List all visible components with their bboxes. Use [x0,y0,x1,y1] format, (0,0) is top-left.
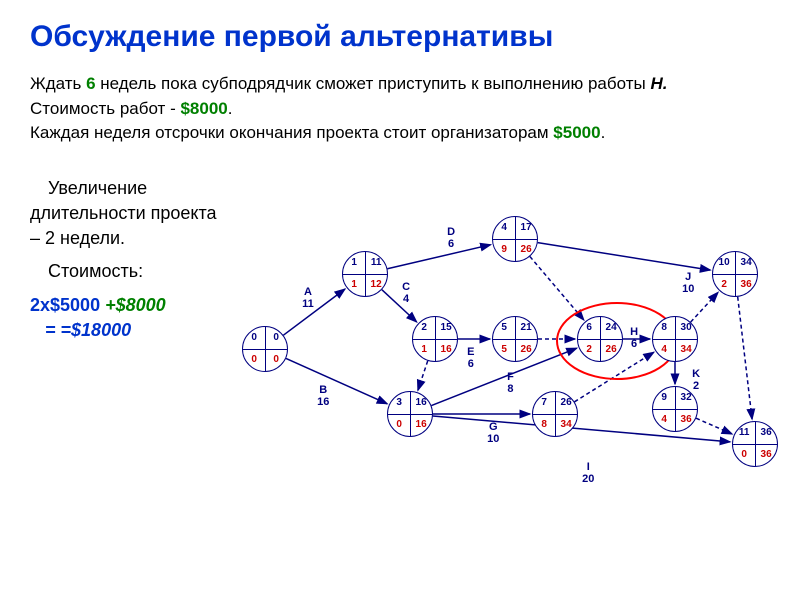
t: 6 [86,74,95,93]
edge-label-E: E6 [467,346,474,370]
node-n5: 521526 [492,316,538,362]
edge-label-I: I20 [582,461,594,485]
duration-note: Увеличение длительности проекта – 2 неде… [30,176,222,252]
node-n0: 0000 [242,326,288,372]
network-diagram: 0000 111112 215116 316016 417926 521526 624226… [232,176,770,486]
t: . [601,123,606,142]
node-n6: 624226 [577,316,623,362]
node-n2: 215116 [412,316,458,362]
intro-text: Ждать 6 недель пока субподрядчик сможет … [30,72,770,146]
edge-label-B: B16 [317,384,329,408]
t: 2x$5000 [30,295,105,315]
t: = =$18000 [45,320,131,340]
cost-calc: 2x$5000 +$8000 = =$18000 [30,293,222,343]
t: $5000 [553,123,600,142]
edge-label-K: K2 [692,368,700,392]
edge-label-J: J10 [682,271,694,295]
page-title: Обсуждение первой альтернативы [30,20,770,54]
node-n8: 830434 [652,316,698,362]
node-n11: 1136036 [732,421,778,467]
left-panel: Увеличение длительности проекта – 2 неде… [30,176,222,486]
t: H. [650,74,667,93]
node-n7: 726834 [532,391,578,437]
edge-label-H: H6 [630,326,638,350]
t: +$8000 [105,295,166,315]
edge-label-D: D6 [447,226,455,250]
t: $8000 [180,99,227,118]
node-n1: 111112 [342,251,388,297]
t: Ждать [30,74,86,93]
t: Каждая неделя отсрочки окончания проекта… [30,123,553,142]
edge-label-A: A11 [302,286,314,310]
node-n9: 932436 [652,386,698,432]
cost-label: Стоимость: [30,259,222,284]
edge-label-F: F8 [507,371,514,395]
node-n4: 417926 [492,216,538,262]
node-n10: 1034236 [712,251,758,297]
t: . [228,99,233,118]
edge-label-C: C4 [402,281,410,305]
edge-label-G: G10 [487,421,499,445]
t: Стоимость работ - [30,99,180,118]
t: недель пока субподрядчик сможет приступи… [96,74,651,93]
node-n3: 316016 [387,391,433,437]
